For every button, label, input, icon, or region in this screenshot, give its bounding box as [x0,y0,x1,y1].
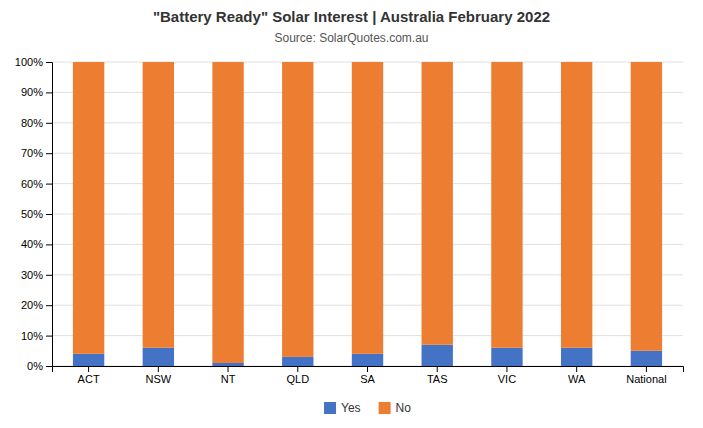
tick: 60% [21,178,52,190]
tick: NT [221,366,236,385]
tick: 80% [21,117,52,129]
tick-label: VIC [498,373,516,385]
bar [491,348,522,366]
tick-label: National [626,373,666,385]
bar [422,345,453,366]
title: "Battery Ready" Solar Interest | Austral… [153,8,550,25]
tick-mark [46,123,52,124]
tick-mark [228,366,229,372]
tick-mark [46,336,52,337]
bar [491,62,522,348]
tick: 0% [27,360,52,372]
tick-label: 40% [21,238,43,250]
tick-mark [367,366,368,372]
tick: 50% [21,208,52,220]
tick-label: 50% [21,208,43,220]
bar [212,62,243,363]
tick-label: 100% [15,56,43,68]
tick-label: 90% [21,86,43,98]
legend-item: No [379,401,412,415]
chart: "Battery Ready" Solar Interest | Austral… [0,0,703,428]
tick-label: SA [360,373,375,385]
bar [631,351,662,366]
tick: ACT [78,366,100,385]
tick: TAS [427,366,448,385]
tick-label: 80% [21,117,43,129]
bars [73,62,662,366]
tick-mark [437,366,438,372]
x-axis: ACT NSW NT QLD SA TAS VIC WA National [53,366,684,385]
tick: 20% [21,299,52,311]
tick: National [626,366,666,385]
grid [52,62,683,366]
tick-label: NT [221,373,236,385]
bar [561,348,592,366]
legend-swatch [324,402,336,414]
subtitle: Source: SolarQuotes.com.au [274,31,428,45]
tick-mark [88,366,89,372]
tick: 30% [21,269,52,281]
tick-mark [46,184,52,185]
tick: 100% [15,56,52,68]
tick: SA [360,366,375,385]
tick-label: 20% [21,299,43,311]
tick-label: 10% [21,330,43,342]
axis-line [53,367,684,373]
tick-label: 70% [21,147,43,159]
legend-label: Yes [341,401,361,415]
tick-label: NSW [145,373,171,385]
tick-mark [506,366,507,372]
tick: VIC [498,366,516,385]
y-axis: 0% 10% 20% 30% 40% 50% 60% 70% 80% 90% 100% [15,56,53,372]
tick-label: 30% [21,269,43,281]
axis-line [46,63,53,367]
bar [631,62,662,351]
tick: 40% [21,238,52,250]
tick-mark [46,214,52,215]
series [73,62,662,363]
tick: QLD [286,366,309,385]
tick: 90% [21,86,52,98]
tick-mark [46,62,52,63]
bar [352,354,383,366]
plot: 0% 10% 20% 30% 40% 50% 60% 70% 80% 90% 100% ACT NSW N… [15,56,684,385]
bar [561,62,592,348]
tick-label: WA [568,373,586,385]
tick-label: QLD [286,373,309,385]
legend-item: Yes [324,401,361,415]
tick-mark [576,366,577,372]
tick: 70% [21,147,52,159]
bar [212,363,243,366]
tick-mark [46,275,52,276]
bar [282,357,313,366]
bar [73,62,104,354]
tick-mark [46,305,52,306]
tick: WA [568,366,586,385]
tick-mark [46,244,52,245]
bar [422,62,453,345]
tick-mark [158,366,159,372]
legend: Yes No [324,401,411,415]
tick: NSW [145,366,171,385]
tick-mark [46,366,52,367]
tick-mark [646,366,647,372]
tick-mark [46,92,52,93]
legend-label: No [396,401,412,415]
bar [73,354,104,366]
tick-label: 60% [21,178,43,190]
legend-swatch [379,402,391,414]
bar [352,62,383,354]
tick-label: 0% [27,360,43,372]
bar [282,62,313,357]
bar [143,62,174,348]
tick-mark [46,153,52,154]
tick-mark [297,366,298,372]
tick: 10% [21,330,52,342]
bar [143,348,174,366]
tick-label: ACT [78,373,100,385]
tick-label: TAS [427,373,448,385]
